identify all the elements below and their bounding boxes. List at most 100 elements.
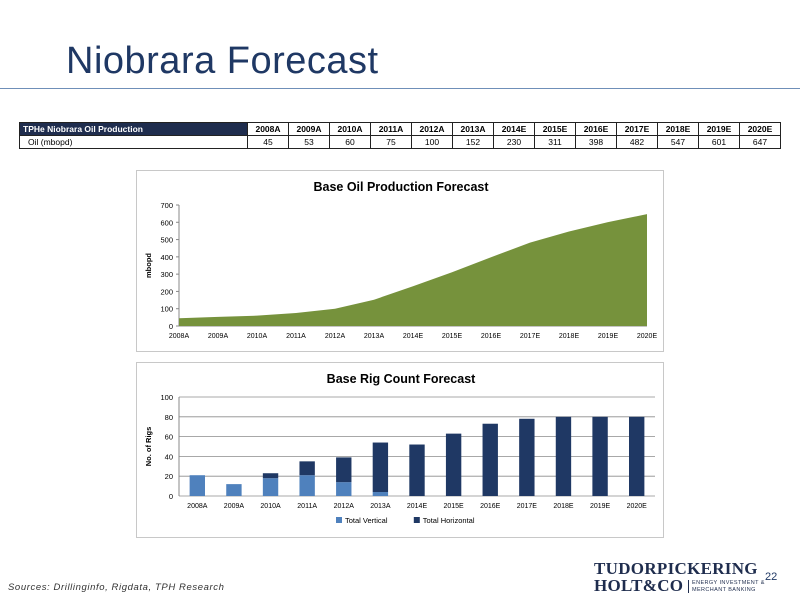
x-tick-label: 2012A [325,333,346,340]
production-value: 230 [493,135,535,149]
production-value: 601 [698,135,740,149]
y-tick-label: 60 [165,433,173,442]
y-tick-label: 0 [169,492,173,501]
production-value: 152 [452,135,494,149]
year-header: 2019E [698,122,740,136]
logo-line1: TUDORPICKERING [594,559,758,578]
x-tick-label: 2019E [590,503,611,510]
rig-count-chart: Base Rig Count Forecast 0 20 40 60 80 100 2008A… [136,362,664,538]
year-header: 2016E [575,122,617,136]
x-tick-label: 2015E [442,333,463,340]
year-header: 2008A [247,122,289,136]
year-header: 2013A [452,122,494,136]
bar-horizontal [445,433,462,496]
bar-horizontal [372,442,389,493]
year-header: 2010A [329,122,371,136]
x-tick-label: 2014E [403,333,424,340]
production-value: 75 [370,135,412,149]
oil-production-chart-svg: Base Oil Production Forecast 0 100 200 300 40… [144,180,658,340]
x-tick-label: 2008A [169,333,190,340]
x-tick-label: 2018E [559,333,580,340]
logo-tagline-line1: ENERGY INVESTMENT & [692,580,765,586]
x-tick-label: 2017E [520,333,541,340]
slide-title: Niobrara Forecast [66,40,379,82]
production-table-header-row: TPHe Niobrara Oil Production 2008A 2009A… [19,122,781,136]
y-tick-label: 500 [160,236,173,245]
bar-vertical [226,484,242,496]
logo-tagline: ENERGY INVESTMENT & MERCHANT BANKING [688,580,765,593]
production-row-label: Oil (mbopd) [19,135,248,149]
x-tick-label: 2010A [247,333,268,340]
x-tick-label: 2009A [224,503,245,510]
bar-vertical [372,492,389,496]
year-header: 2020E [739,122,781,136]
year-header: 2015E [534,122,576,136]
x-tick-label: 2020E [627,503,648,510]
production-value: 398 [575,135,617,149]
logo-line2: HOLT&CO [594,576,684,595]
production-area [179,214,647,326]
rig-count-chart-svg: Base Rig Count Forecast 0 20 40 60 80 100 2008A… [144,372,655,525]
bar-horizontal [592,416,608,496]
x-tick-label: 2013A [370,503,391,510]
year-header: 2011A [370,122,412,136]
y-tick-label: 20 [165,472,173,481]
x-tick-label: 2020E [637,333,658,340]
y-axis-label: mbopd [144,253,153,278]
company-logo: TUDORPICKERING HOLT&CO ENERGY INVESTMENT… [594,559,765,597]
year-header: 2017E [616,122,658,136]
bar-vertical [299,475,315,496]
y-tick-label: 400 [160,253,173,262]
x-tick-label: 2010A [260,503,281,510]
bar-vertical [336,482,352,496]
production-table: TPHe Niobrara Oil Production 2008A 2009A… [19,122,781,149]
production-value: 647 [739,135,781,149]
year-header: 2018E [657,122,699,136]
y-tick-label: 0 [169,322,173,331]
bar-horizontal [299,461,315,476]
x-tick-label: 2018E [553,503,574,510]
legend-swatch [413,517,420,523]
x-tick-label: 2011A [297,503,317,510]
x-tick-label: 2014E [407,503,428,510]
y-tick-label: 300 [160,270,173,279]
y-tick-label: 80 [165,413,173,422]
y-tick-label: 100 [160,393,173,402]
bar-vertical [189,475,205,496]
y-tick-label: 40 [165,452,173,461]
x-tick-label: 2016E [481,333,502,340]
x-tick-label: 2015E [443,503,464,510]
x-tick-label: 2016E [480,503,501,510]
production-value: 547 [657,135,699,149]
year-header: 2009A [288,122,330,136]
year-header: 2012A [411,122,453,136]
bar-horizontal [555,416,572,496]
x-tick-label: 2019E [598,333,619,340]
title-divider [0,88,800,89]
y-tick-label: 200 [160,287,173,296]
y-tick-label: 700 [160,201,173,210]
x-tick-label: 2012A [334,503,355,510]
year-header: 2014E [493,122,535,136]
production-value: 482 [616,135,658,149]
production-table-header-label: TPHe Niobrara Oil Production [19,122,248,136]
x-tick-label: 2009A [208,333,229,340]
bar-horizontal [409,444,425,496]
bar-horizontal [336,457,352,483]
legend-entry: Total Vertical [345,516,388,525]
page-number: 22 [765,571,778,583]
bar-horizontal [482,423,498,496]
bar-vertical [262,478,279,496]
bar-horizontal [519,418,535,496]
production-value: 311 [534,135,576,149]
y-axis-label: No. of Rigs [144,427,153,467]
production-value: 60 [329,135,371,149]
logo-tagline-line2: MERCHANT BANKING [692,586,756,593]
production-table-row: Oil (mbopd) 45 53 60 75 100 152 230 311 … [19,135,781,149]
legend-entry: Total Horizontal [423,516,475,525]
production-value: 53 [288,135,330,149]
bar-horizontal [262,473,279,479]
y-tick-label: 100 [160,305,173,314]
chart-title: Base Oil Production Forecast [313,180,489,194]
production-value: 45 [247,135,289,149]
